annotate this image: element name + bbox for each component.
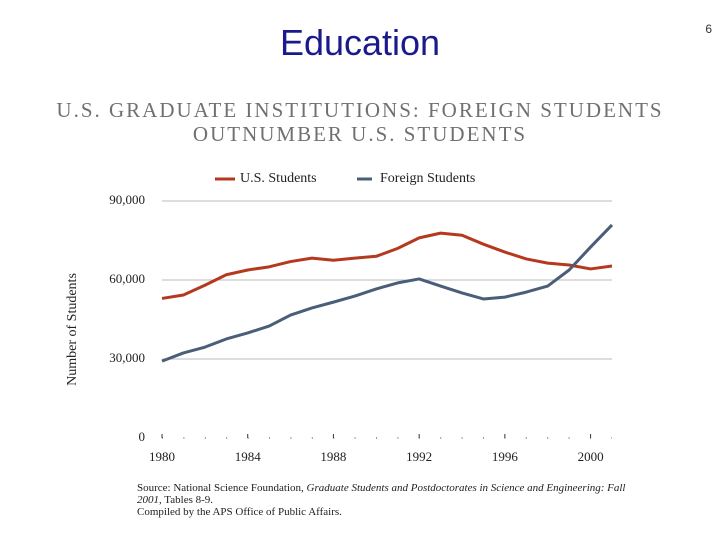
slide-title: Education	[279, 22, 441, 63]
x-tick-label: 1992	[406, 449, 432, 464]
y-axis-label: Number of Students	[65, 273, 80, 386]
series-line	[161, 231, 613, 300]
x-tick-label: 2000	[578, 449, 604, 464]
source-title: Graduate Students and Postdoctorates in …	[137, 482, 626, 506]
x-tick-label: 1984	[235, 449, 262, 464]
note: Compiled by the APS Office of Public Aff…	[137, 506, 342, 518]
source-line: Source: National Science Foundation, Gra…	[137, 482, 647, 506]
y-tick-label: 0	[139, 429, 146, 444]
source-text: Source: National Science Foundation,	[137, 482, 307, 494]
y-tick-label: 60,000	[109, 271, 145, 286]
x-tick-label: 1996	[492, 449, 519, 464]
chart-title: U.S. GRADUATE INSTITUTIONS: FOREIGN STUD…	[56, 98, 664, 146]
y-tick-label: 30,000	[109, 350, 145, 365]
source-text: , Tables 8-9.	[159, 494, 214, 506]
x-tick-label: 1988	[320, 449, 346, 464]
source: Source: National Science Foundation, Gra…	[137, 482, 647, 518]
series-line	[161, 223, 614, 363]
legend-label: Foreign Students	[380, 171, 475, 186]
legend-label: U.S. Students	[240, 171, 317, 186]
y-tick-label: 90,000	[109, 192, 145, 207]
page-number: 6	[705, 22, 712, 36]
x-tick-label: 1980	[149, 449, 175, 464]
